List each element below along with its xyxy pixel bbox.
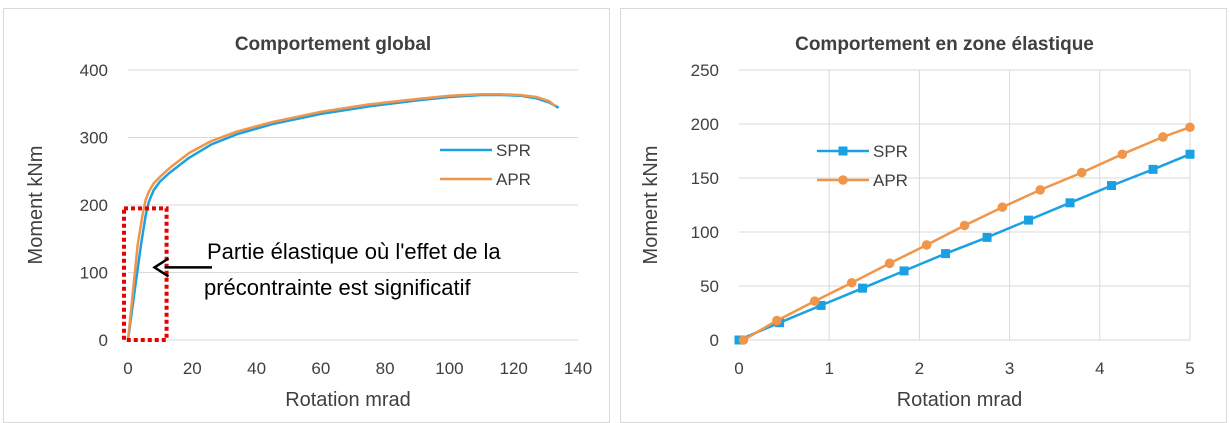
y-tick-label: 100 xyxy=(691,223,719,242)
chart-title: Comportement global xyxy=(235,34,431,55)
x-tick-label: 3 xyxy=(1005,359,1014,378)
y-tick-label: 150 xyxy=(691,169,719,188)
legend-label-spr: SPR xyxy=(496,141,531,160)
data-point-apr xyxy=(997,202,1008,212)
data-point-spr xyxy=(816,300,826,310)
y-tick-label: 300 xyxy=(80,129,108,148)
x-tick-label: 40 xyxy=(247,359,266,378)
data-point-spr xyxy=(1107,181,1117,191)
chart-title: Comportement en zone élastique xyxy=(795,34,1094,55)
y-tick-label: 400 xyxy=(80,61,108,80)
chart-elastic-svg: Comportement en zone élastique0501001502… xyxy=(640,34,1195,411)
y-tick-label: 200 xyxy=(691,115,719,134)
x-tick-label: 0 xyxy=(123,359,132,378)
data-point-spr xyxy=(941,249,951,259)
legend-marker-apr xyxy=(838,175,848,185)
legend-marker-spr xyxy=(838,146,848,156)
series-line-apr xyxy=(126,93,557,341)
annotation-text-line1: Partie élastique où l'effet de la xyxy=(207,239,501,264)
series-line-spr xyxy=(126,93,560,341)
y-tick-label: 100 xyxy=(80,264,108,283)
data-point-apr xyxy=(1076,167,1087,178)
y-tick-label: 0 xyxy=(99,331,108,350)
x-tick-label: 0 xyxy=(734,359,743,378)
y-tick-label: 200 xyxy=(80,196,108,215)
chart-global-panel: Comportement global 0 100 200 300 400 0 20 40 60 8… xyxy=(0,0,613,423)
x-tick-label: 4 xyxy=(1095,359,1104,378)
data-point-apr xyxy=(1117,149,1128,160)
x-tick-label: 140 xyxy=(564,359,592,378)
data-point-apr xyxy=(921,240,932,250)
x-axis-title: Rotation mrad xyxy=(285,389,411,411)
data-point-apr xyxy=(1158,132,1168,142)
y-axis-title: Moment kNm xyxy=(25,146,47,265)
x-tick-label: 20 xyxy=(183,359,202,378)
legend-label-apr: APR xyxy=(496,170,531,189)
x-tick-label: 5 xyxy=(1185,359,1194,378)
data-point-apr xyxy=(1185,122,1195,133)
data-point-apr xyxy=(959,220,970,231)
annotation-text-line2: précontrainte est significatif xyxy=(204,275,471,300)
x-axis-title: Rotation mrad xyxy=(897,389,1023,411)
y-tick-label: 50 xyxy=(700,277,719,296)
legend-label-apr: APR xyxy=(873,171,908,190)
x-tick-label: 2 xyxy=(915,359,924,378)
data-point-apr xyxy=(738,335,749,345)
data-point-spr xyxy=(1024,215,1034,225)
data-point-spr xyxy=(1065,198,1075,208)
y-tick-label: 250 xyxy=(691,61,719,80)
data-point-spr xyxy=(858,283,868,293)
data-point-apr xyxy=(846,277,857,288)
x-tick-label: 1 xyxy=(824,359,833,378)
y-axis-title: Moment kNm xyxy=(640,146,662,265)
legend-label-spr: SPR xyxy=(873,142,908,161)
data-point-spr xyxy=(1148,164,1158,174)
x-tick-label: 60 xyxy=(311,359,330,378)
data-point-spr xyxy=(1185,149,1195,159)
series-line-spr xyxy=(738,153,1191,342)
data-point-apr xyxy=(884,258,895,269)
data-point-apr xyxy=(1035,185,1046,195)
data-point-apr xyxy=(772,315,782,326)
data-point-spr xyxy=(982,232,992,242)
x-tick-label: 120 xyxy=(500,359,528,378)
chart-global-svg: Comportement global 0 100 200 300 400 0 20 40 60 8… xyxy=(25,34,592,411)
series-line-apr xyxy=(742,126,1191,342)
data-point-apr xyxy=(809,296,820,306)
annotation-arrow-head xyxy=(152,257,170,278)
chart-elastic-panel: Comportement en zone élastique 0 50 100 150 2… xyxy=(617,0,1230,423)
x-tick-label: 80 xyxy=(376,359,395,378)
y-tick-label: 0 xyxy=(710,331,719,350)
data-point-spr xyxy=(899,266,909,276)
x-tick-label: 100 xyxy=(435,359,463,378)
